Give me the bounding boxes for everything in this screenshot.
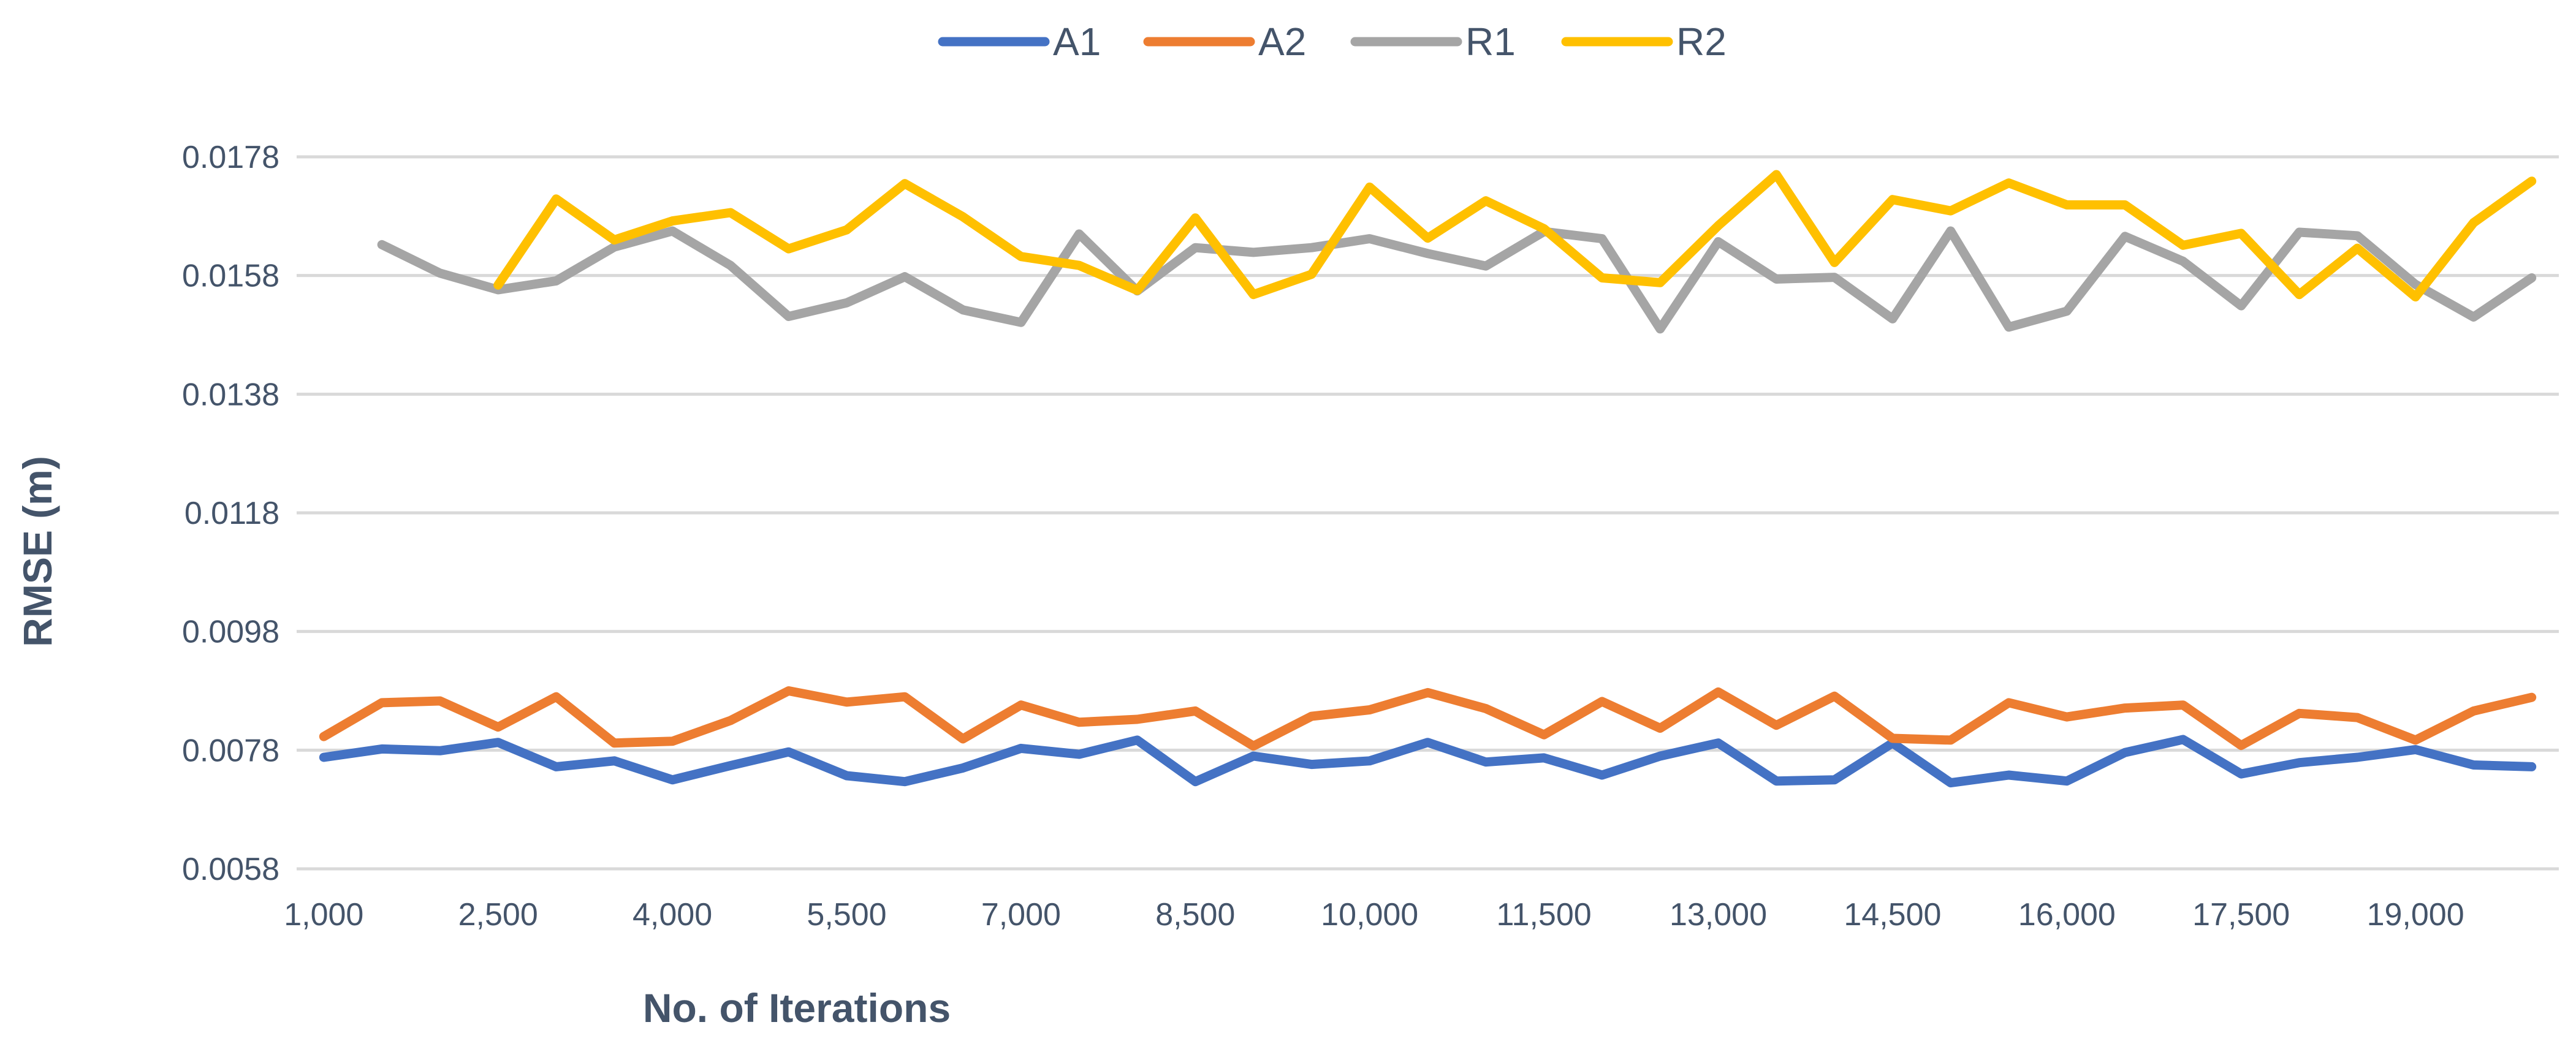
series-line-a2: [319, 686, 2537, 751]
x-tick-label: 16,000: [2018, 897, 2116, 933]
legend-label-a1: A1: [1053, 20, 1101, 64]
x-tick-label: 4,000: [633, 897, 712, 933]
x-tick-label: 2,500: [458, 897, 538, 933]
x-tick-label: 8,500: [1155, 897, 1235, 933]
x-tick-label: 7,000: [981, 897, 1061, 933]
series-lines: [319, 170, 2537, 788]
legend-label-a2: A2: [1258, 20, 1306, 64]
series-line-r2: [493, 170, 2537, 301]
y-tick-label: 0.0118: [184, 496, 279, 531]
series-line-a1: [319, 735, 2537, 788]
x-tick-label: 19,000: [2367, 897, 2464, 933]
x-tick-label: 14,500: [1844, 897, 1941, 933]
y-tick-label: 0.0178: [182, 140, 279, 175]
y-axis-title: RMSE (m): [15, 456, 60, 647]
axes: 0.0058 0.0078 0.0098 0.0118 0.0138 0.0158 0.01…: [182, 140, 2559, 933]
y-tick-label: 0.0138: [182, 377, 279, 412]
x-tick-label: 11,500: [1497, 897, 1592, 933]
legend-label-r2: R2: [1676, 20, 1727, 64]
series-line-r1: [377, 226, 2537, 334]
x-tick-label: 10,000: [1321, 897, 1418, 933]
gridlines: [297, 155, 2559, 871]
x-axis-title: No. of Iterations: [643, 985, 951, 1031]
x-tick-label: 13,000: [1670, 897, 1767, 933]
x-tick-label: 17,500: [2192, 897, 2290, 933]
x-tick-label: 5,500: [807, 897, 886, 933]
y-tick-label: 0.0098: [182, 615, 279, 650]
y-tick-label: 0.0078: [182, 733, 279, 768]
legend-label-r1: R1: [1465, 20, 1516, 64]
y-tick-label: 0.0158: [182, 259, 279, 294]
legend: A1 A2 R1 R2: [938, 20, 1727, 64]
y-tick-label: 0.0058: [182, 852, 279, 887]
x-tick-label: 1,000: [284, 897, 363, 933]
